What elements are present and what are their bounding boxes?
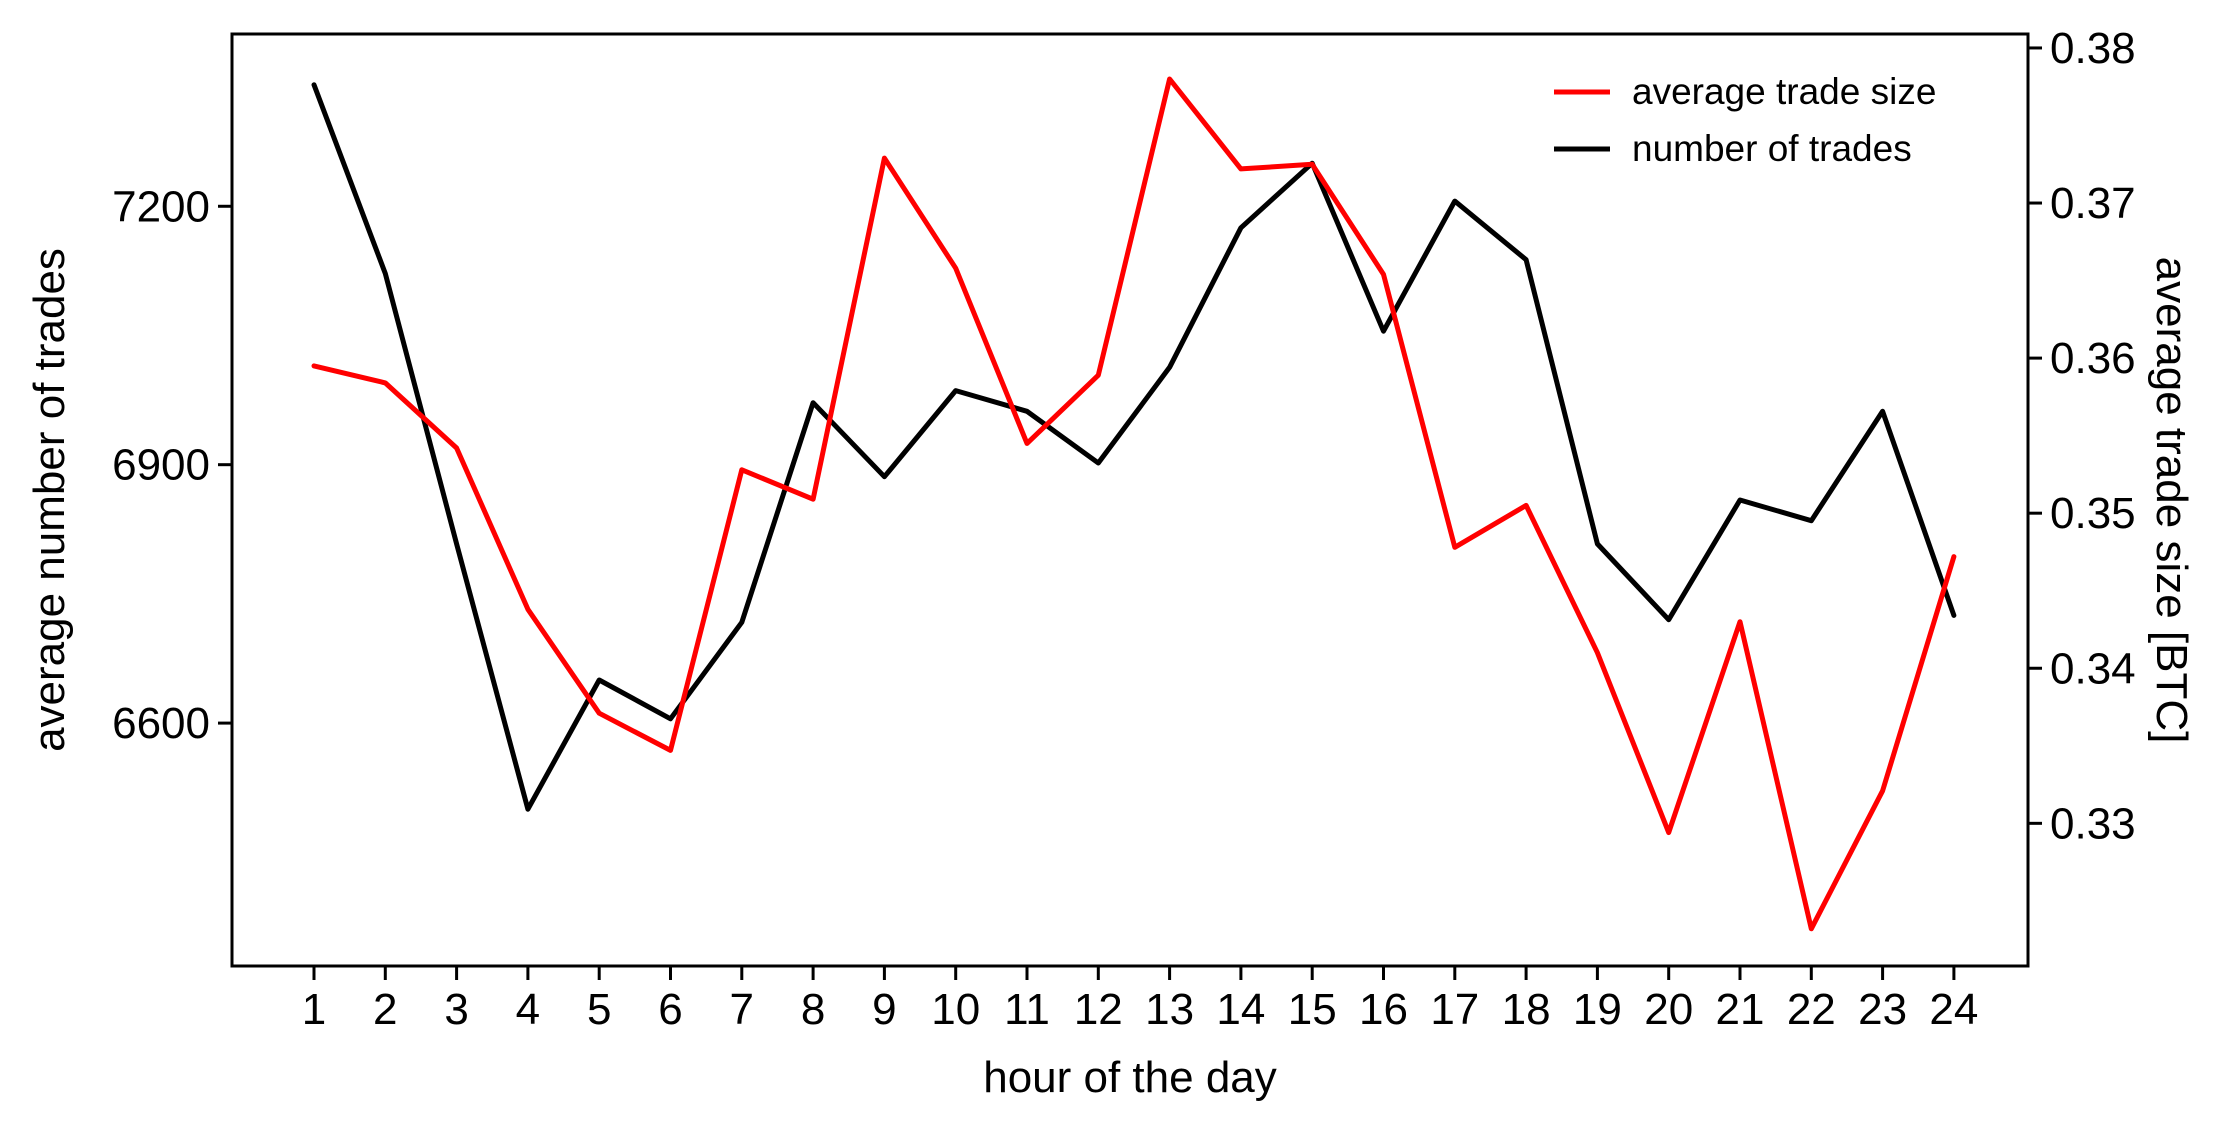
x-tick-label: 1: [302, 985, 326, 1034]
x-tick-label: 15: [1288, 985, 1337, 1034]
x-axis-ticks: 1 2 3 4 5 6 7 8 9 10 11 12 13 14 15 16 17 18 19 20 21 22 23 24: [302, 966, 1978, 1034]
x-tick-label: 5: [587, 985, 611, 1034]
series-line-number-of-trades: [311, 82, 1957, 812]
x-tick-label: 8: [801, 985, 825, 1034]
right-y-tick-label: 0.37: [2050, 179, 2136, 228]
x-tick-label: 9: [872, 985, 896, 1034]
left-y-axis-title: average number of trades: [25, 248, 74, 752]
plot-frame: [230, 32, 2030, 968]
x-tick-label: 23: [1858, 985, 1907, 1034]
x-axis-title: hour of the day: [983, 1053, 1277, 1102]
x-tick-label: 6: [658, 985, 682, 1034]
legend-label-number-of-trades: number of trades: [1632, 128, 1912, 169]
x-tick-label: 11: [1004, 985, 1050, 1034]
series-points-number-of-trades: [313, 84, 1954, 810]
legend: average trade size number of trades: [1554, 71, 1936, 169]
x-tick-label: 2: [373, 985, 397, 1034]
x-tick-label: 12: [1074, 985, 1123, 1034]
right-y-tick-label: 0.36: [2050, 334, 2136, 383]
left-y-axis-ticks: 6600 6900 7200: [112, 182, 232, 748]
x-tick-label: 21: [1716, 985, 1765, 1034]
left-y-tick-label: 6600: [112, 699, 210, 748]
right-y-tick-label: 0.34: [2050, 644, 2136, 693]
right-y-axis-ticks: 0.33 0.34 0.35 0.36 0.37 0.38: [2028, 24, 2136, 848]
x-tick-label: 20: [1644, 985, 1693, 1034]
x-tick-label: 16: [1359, 985, 1408, 1034]
x-tick-label: 24: [1929, 985, 1978, 1034]
x-tick-label: 4: [516, 985, 540, 1034]
x-tick-label: 17: [1430, 985, 1479, 1034]
right-y-tick-label: 0.33: [2050, 799, 2136, 848]
right-y-tick-label: 0.38: [2050, 24, 2136, 73]
x-tick-label: 19: [1573, 985, 1622, 1034]
x-tick-label: 13: [1145, 985, 1194, 1034]
x-tick-label: 7: [730, 985, 754, 1034]
x-tick-label: 14: [1216, 985, 1265, 1034]
x-tick-label: 18: [1502, 985, 1551, 1034]
right-y-tick-label: 0.35: [2050, 489, 2136, 538]
right-y-axis-title: average trade size [BTC]: [2147, 257, 2196, 744]
left-y-tick-label: 7200: [112, 182, 210, 231]
series-line-average-trade-size: [311, 76, 1957, 932]
x-tick-label: 22: [1787, 985, 1836, 1034]
left-y-tick-label: 6900: [112, 441, 210, 490]
x-tick-label: 10: [931, 985, 980, 1034]
legend-label-average-trade-size: average trade size: [1632, 71, 1936, 112]
x-tick-label: 3: [444, 985, 468, 1034]
series-layer: [311, 76, 1957, 932]
series-points-average-trade-size: [313, 78, 1954, 929]
